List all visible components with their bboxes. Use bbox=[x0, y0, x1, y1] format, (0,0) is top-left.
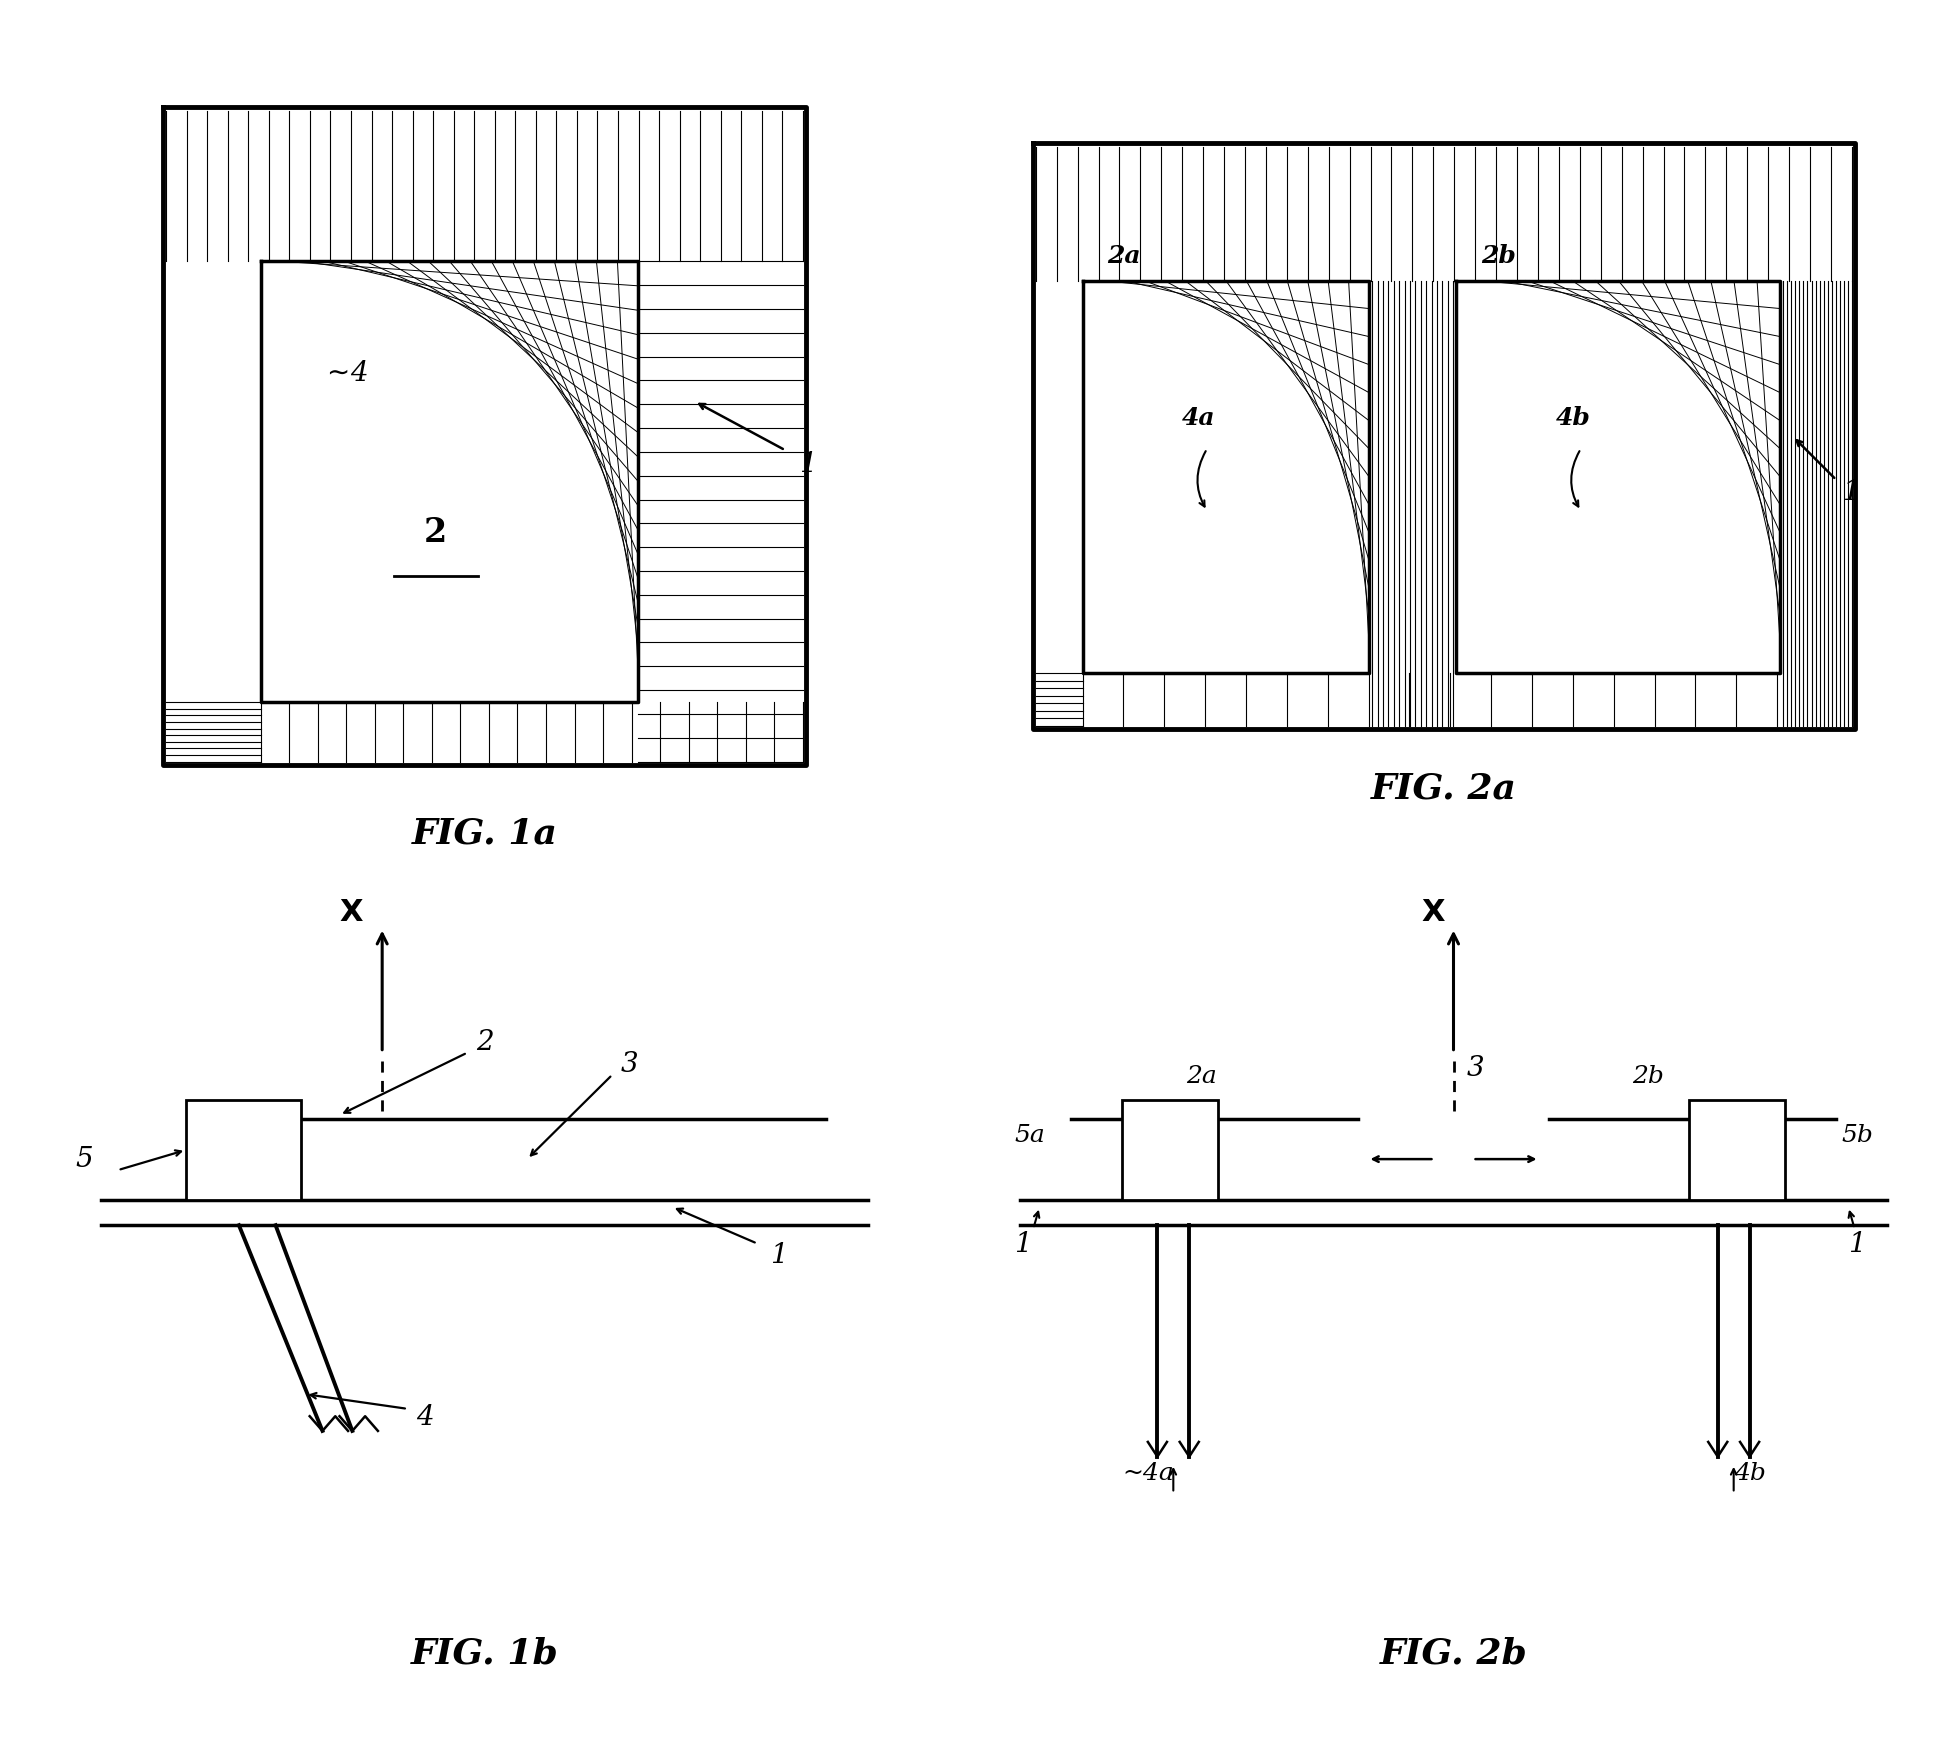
Text: 4b: 4b bbox=[1556, 406, 1591, 430]
Text: 1: 1 bbox=[1843, 479, 1860, 505]
Text: 5a: 5a bbox=[1014, 1124, 1045, 1147]
Bar bbox=[1690, 1101, 1785, 1199]
Text: 1: 1 bbox=[1849, 1231, 1866, 1257]
Text: X: X bbox=[1422, 898, 1446, 926]
Text: 4: 4 bbox=[417, 1402, 434, 1430]
Text: $\sim\!$4: $\sim\!$4 bbox=[322, 360, 368, 386]
Text: ~4a: ~4a bbox=[1122, 1461, 1174, 1484]
Text: 2: 2 bbox=[424, 516, 448, 549]
Text: FIG. 2a: FIG. 2a bbox=[1370, 771, 1517, 806]
Text: 3: 3 bbox=[620, 1051, 638, 1077]
Text: 2: 2 bbox=[477, 1028, 494, 1056]
Text: 5b: 5b bbox=[1841, 1124, 1874, 1147]
Text: 2a: 2a bbox=[1186, 1065, 1217, 1087]
Text: 1: 1 bbox=[1014, 1231, 1031, 1257]
Text: FIG. 1b: FIG. 1b bbox=[411, 1636, 558, 1669]
Text: 4b: 4b bbox=[1735, 1461, 1766, 1484]
Text: 2b: 2b bbox=[1632, 1065, 1663, 1087]
Text: 1: 1 bbox=[769, 1241, 787, 1269]
Text: FIG. 2b: FIG. 2b bbox=[1380, 1636, 1527, 1669]
Bar bbox=[1122, 1101, 1217, 1199]
Text: 4a: 4a bbox=[1182, 406, 1215, 430]
Text: 5: 5 bbox=[76, 1145, 93, 1173]
Bar bbox=[186, 1101, 300, 1199]
Text: X: X bbox=[339, 898, 362, 926]
Text: 2a: 2a bbox=[1107, 243, 1141, 267]
Text: 2b: 2b bbox=[1481, 243, 1516, 267]
Text: 3: 3 bbox=[1467, 1054, 1485, 1080]
Text: 1: 1 bbox=[798, 451, 818, 477]
Text: FIG. 1a: FIG. 1a bbox=[411, 816, 558, 850]
